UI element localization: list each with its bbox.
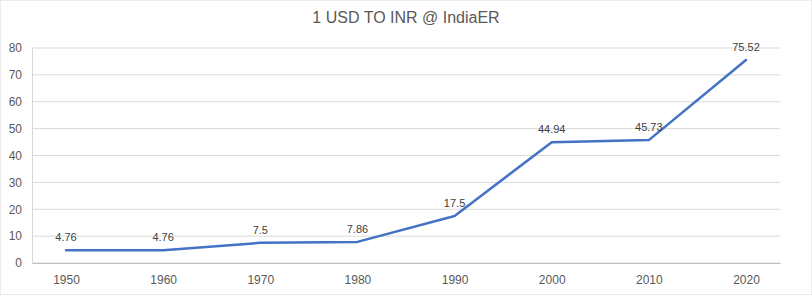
grid-line: [32, 182, 780, 183]
grid-line: [32, 48, 780, 49]
y-tick: 50: [9, 122, 32, 136]
y-tick: 0: [15, 256, 32, 270]
y-tick: 60: [9, 95, 32, 109]
x-tick-label: 2010: [636, 273, 663, 287]
x-tick: 2000: [539, 273, 566, 287]
x-tick: 1950: [53, 273, 80, 287]
line: [66, 60, 746, 250]
plot-area: [66, 60, 746, 250]
x-tick-label: 1970: [247, 273, 274, 287]
data-label: 75.52: [732, 41, 760, 53]
grid-line: [32, 236, 780, 237]
data-label: 7.5: [253, 224, 268, 236]
chart: 1 USD TO INR @ IndiaER 0 10 20 30 40 50 60 70 80 1…: [0, 0, 812, 295]
y-tick-label: 80: [9, 41, 23, 55]
x-tick-label: 1980: [345, 273, 372, 287]
grid-line: [32, 74, 780, 75]
data-label: 4.76: [152, 231, 173, 243]
x-tick: 1980: [345, 273, 372, 287]
grid-line: [32, 209, 780, 210]
y-tick-label: 70: [9, 68, 23, 82]
data-label: 44.94: [538, 123, 566, 135]
data-label: 45.73: [635, 121, 663, 133]
data-label: 17.5: [444, 197, 465, 209]
x-tick-label: 1960: [150, 273, 177, 287]
y-tick-label: 20: [9, 203, 23, 217]
x-axis: 1950 1960 1970 1980 1990 2000 2010 2020: [33, 264, 781, 287]
y-tick: 40: [9, 149, 32, 163]
y-axis: 0 10 20 30 40 50 60 70 80: [9, 41, 33, 270]
x-tick-label: 2000: [539, 273, 566, 287]
x-tick-label: 2020: [733, 273, 760, 287]
x-tick: 2010: [636, 273, 663, 287]
data-labels: 4.76 4.76 7.5 7.86 17.5 44.94 45.73 75.52: [55, 41, 759, 243]
y-tick: 30: [9, 176, 32, 190]
y-tick: 20: [9, 203, 32, 217]
title: 1 USD TO INR @ IndiaER: [312, 9, 499, 26]
grid-line: [32, 155, 780, 156]
data-label: 7.86: [347, 223, 368, 235]
x-tick: 1990: [442, 273, 469, 287]
x-tick-label: 1950: [53, 273, 80, 287]
y-tick-label: 30: [9, 176, 23, 190]
grid-line: [32, 263, 780, 264]
y-tick: 80: [9, 41, 32, 55]
grid-line: [32, 101, 780, 102]
y-tick-label: 50: [9, 122, 23, 136]
x-tick: 1970: [247, 273, 274, 287]
grid: [32, 48, 780, 263]
x-tick: 1960: [150, 273, 177, 287]
data-label: 4.76: [55, 231, 76, 243]
x-axis-line: [33, 263, 781, 264]
y-tick: 70: [9, 68, 32, 82]
y-tick-label: 10: [9, 229, 23, 243]
y-tick-label: 60: [9, 95, 23, 109]
background: [0, 0, 812, 295]
y-tick-label: 0: [15, 256, 22, 270]
y-axis-line: [32, 49, 33, 264]
x-tick-label: 1990: [442, 273, 469, 287]
y-tick-label: 40: [9, 149, 23, 163]
grid-line: [32, 128, 780, 129]
x-tick: 2020: [733, 273, 760, 287]
y-tick: 10: [9, 229, 32, 243]
